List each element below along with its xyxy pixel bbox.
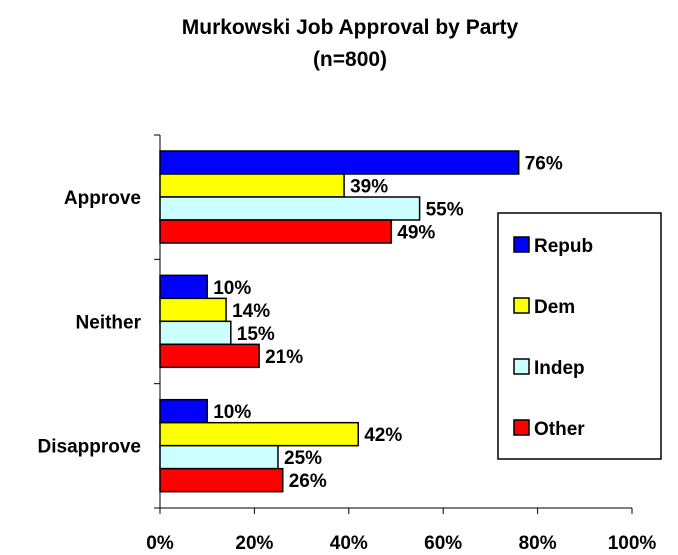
bar-indep-neither (159, 320, 232, 346)
bar-labels: 76%39%55%49%10%14%15%21%10%42%25%26% (213, 154, 563, 493)
category-label: Neither (76, 312, 142, 333)
data-label: 14% (232, 301, 270, 322)
legend-swatch-other (513, 419, 530, 436)
legend-swatch-dem (513, 297, 530, 314)
bar-other-neither (159, 343, 260, 369)
legend-box (497, 212, 662, 460)
data-label: 26% (289, 471, 327, 492)
legend-label-other: Other (534, 419, 585, 440)
category-label: Disapprove (38, 437, 141, 458)
x-tick-label: 80% (519, 533, 557, 554)
legend-label-dem: Dem (534, 297, 575, 318)
data-label: 76% (525, 154, 563, 175)
x-tick-label: 0% (146, 533, 174, 554)
bar-other-approve (159, 219, 393, 244)
x-ticks: 0% 20% 40% 60% 80% 100% (146, 508, 656, 554)
data-label: 49% (397, 223, 435, 244)
bar-repub-neither (159, 274, 208, 300)
bar-indep-approve (159, 196, 421, 221)
x-tick-label: 60% (424, 533, 462, 554)
legend-label-repub: Repub (534, 236, 593, 257)
data-label: 55% (426, 200, 464, 221)
bar-repub-approve (159, 150, 520, 175)
bar-repub-disapprove (159, 398, 208, 424)
legend-swatch-indep (513, 358, 530, 375)
bar-dem-disapprove (159, 421, 359, 447)
data-label: 21% (265, 347, 303, 368)
bars (159, 150, 520, 493)
x-tick-label: 100% (608, 533, 657, 554)
x-tick-label: 40% (330, 533, 368, 554)
chart-title: Murkowski Job Approval by Party (182, 16, 519, 39)
x-tick-label: 20% (235, 533, 273, 554)
bar-dem-approve (159, 173, 345, 198)
category-label: Approve (64, 188, 141, 209)
bar-other-disapprove (159, 467, 284, 493)
data-label: 15% (237, 324, 275, 345)
legend-items: Repub Dem Indep Other (513, 236, 593, 440)
bar-indep-disapprove (159, 444, 279, 470)
data-label: 39% (350, 177, 388, 198)
data-label: 25% (284, 448, 322, 469)
legend-swatch-repub (513, 236, 530, 253)
chart-subtitle: (n=800) (313, 48, 387, 71)
legend-label-indep: Indep (534, 358, 585, 379)
data-label: 10% (213, 402, 251, 423)
category-labels: Approve Neither Disapprove (38, 188, 142, 458)
legend: Repub Dem Indep Other (497, 212, 662, 460)
data-label: 42% (364, 425, 402, 446)
bar-dem-neither (159, 297, 227, 323)
data-label: 10% (213, 278, 251, 299)
